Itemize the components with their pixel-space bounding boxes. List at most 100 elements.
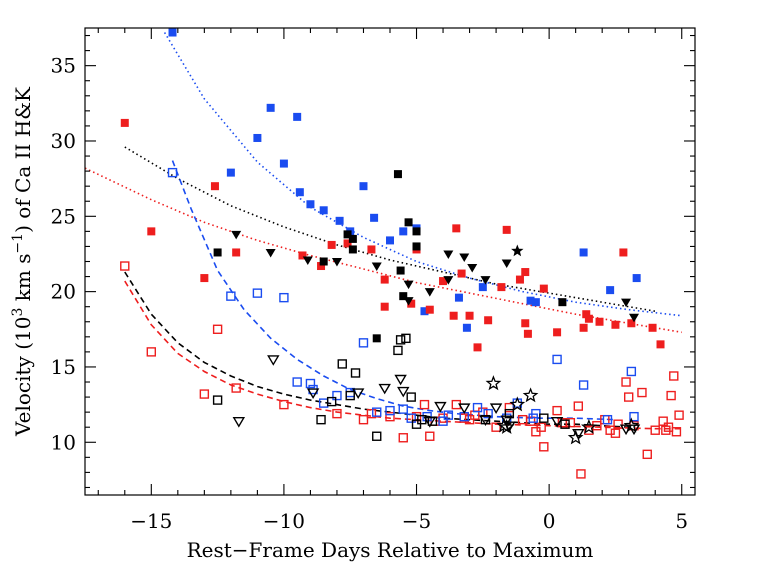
y-axis-title-superscript: 3 [10,308,26,317]
data-point-black-open-triangle-down [378,383,391,395]
x-tick-label: 0 [543,509,556,533]
data-point-red-filled-square [515,275,524,284]
data-point-black-open-star [522,387,539,403]
data-point-red-open-square [637,387,647,398]
data-point-black-filled-triangle-down [265,248,276,258]
data-point-black-filled-triangle-down [302,256,313,265]
data-point-red-open-square [669,371,679,381]
data-point-red-filled-square [210,182,219,191]
data-point-blue-open-square [578,380,589,390]
data-point-blue-filled-square [531,298,540,307]
data-point-black-open-star [623,417,640,433]
data-point-red-filled-square [449,311,458,320]
data-point-red-open-square [398,433,408,443]
data-point-red-open-square [666,390,676,401]
data-point-red-filled-square [452,224,461,233]
data-point-blue-filled-square [319,206,328,215]
data-point-black-open-square [401,333,411,344]
data-point-red-open-square [425,431,435,441]
data-point-black-filled-triangle-down [424,288,435,297]
data-point-blue-filled-square [293,112,302,121]
data-point-red-open-square [231,383,241,393]
x-tick-label: 5 [675,509,688,533]
data-point-red-open-square [552,405,562,416]
fit-curves [84,32,682,430]
data-point-blue-filled-square [454,293,463,302]
data-point-red-filled-square [439,277,448,286]
data-point-red-filled-square [648,323,657,332]
data-point-black-open-star [580,418,597,434]
data-point-black-open-triangle-down [479,415,492,427]
data-point-blue-filled-square [168,28,177,37]
data-point-black-filled-triangle-down [629,313,639,323]
y-tick-label: 15 [51,355,76,379]
y-axis-title-part: Velocity (10 [11,317,35,437]
data-point-red-open-square [358,414,369,425]
axis-ticks: −15 −10 −5 0 5 10 15 20 25 30 35 [51,28,695,533]
data-point-black-filled-triangle-down [231,230,242,240]
data-point-black-open-triangle-down [267,355,280,366]
data-point-red-open-square [366,408,377,419]
data-point-blue-open-square [332,390,342,401]
data-point-black-open-triangle-down [232,416,246,428]
data-point-red-open-square [650,425,660,435]
data-point-black-filled-triangle-down [501,259,512,269]
data-point-blue-open-square [398,404,408,414]
data-point-black-filled-square [319,257,328,266]
data-point-red-open-square [385,411,395,422]
y-axis-title-part: ) of Ca II H&K [11,86,35,233]
data-point-black-open-square [350,368,361,378]
data-point-blue-open-square [252,288,263,298]
data-point-black-open-square [326,396,337,407]
data-point-red-filled-square [343,239,352,248]
data-point-red-filled-square [582,310,591,319]
data-point-black-filled-star [511,244,524,257]
data-point-red-open-square [212,324,223,334]
y-axis-title: Velocity (103 km s−1) of Ca II H&K [10,86,35,437]
data-point-red-filled-square [521,268,530,277]
data-point-red-filled-square [553,328,562,337]
data-point-blue-filled-square [462,323,471,332]
data-point-red-open-square [504,402,515,413]
data-point-black-filled-square [396,266,405,275]
data-point-black-open-square [337,359,347,369]
data-point-red-open-square [610,428,621,438]
data-point-blue-filled-square [279,159,288,168]
y-tick-label: 20 [51,280,76,304]
data-point-red-open-square [332,408,342,419]
data-point-red-open-square [536,422,546,432]
data-point-red-open-square [120,261,130,271]
data-point-black-open-star [509,396,526,412]
data-point-black-open-square [316,414,326,425]
data-point-black-open-triangle-down [627,424,641,436]
data-point-red-filled-square [200,274,209,283]
data-point-red-open-square [419,399,430,410]
data-point-black-filled-square [348,234,357,243]
data-point-red-open-square [539,442,549,452]
data-point-black-filled-square [343,230,352,239]
data-point-red-open-square [658,416,668,426]
data-point-blue-filled-square [306,200,315,209]
data-point-black-filled-square [399,292,408,301]
data-point-red-filled-square [120,118,129,127]
data-point-red-open-square [661,425,671,435]
data-point-blue-filled-square [266,103,275,112]
data-point-blue-filled-square [632,274,641,283]
data-point-red-filled-square [627,319,636,328]
data-point-black-filled-triangle-down [467,264,478,273]
data-point-black-filled-triangle-down [480,276,491,285]
x-axis-title: Rest−Frame Days Relative to Maximum [187,538,594,562]
data-point-blue-open-square [279,292,289,303]
x-tick-label: −10 [263,509,305,533]
data-point-black-filled-square [348,245,357,254]
data-point-red-filled-square [497,283,506,292]
data-point-red-filled-square [579,323,588,332]
data-point-red-filled-square [521,319,530,328]
data-point-blue-filled-square [420,307,429,316]
data-point-red-filled-square [407,299,416,308]
data-point-red-filled-square [595,317,604,326]
data-point-blue-open-square [552,354,562,365]
data-point-red-filled-square [502,225,511,234]
data-point-blue-filled-square [478,283,487,292]
data-point-red-filled-square [298,251,307,260]
